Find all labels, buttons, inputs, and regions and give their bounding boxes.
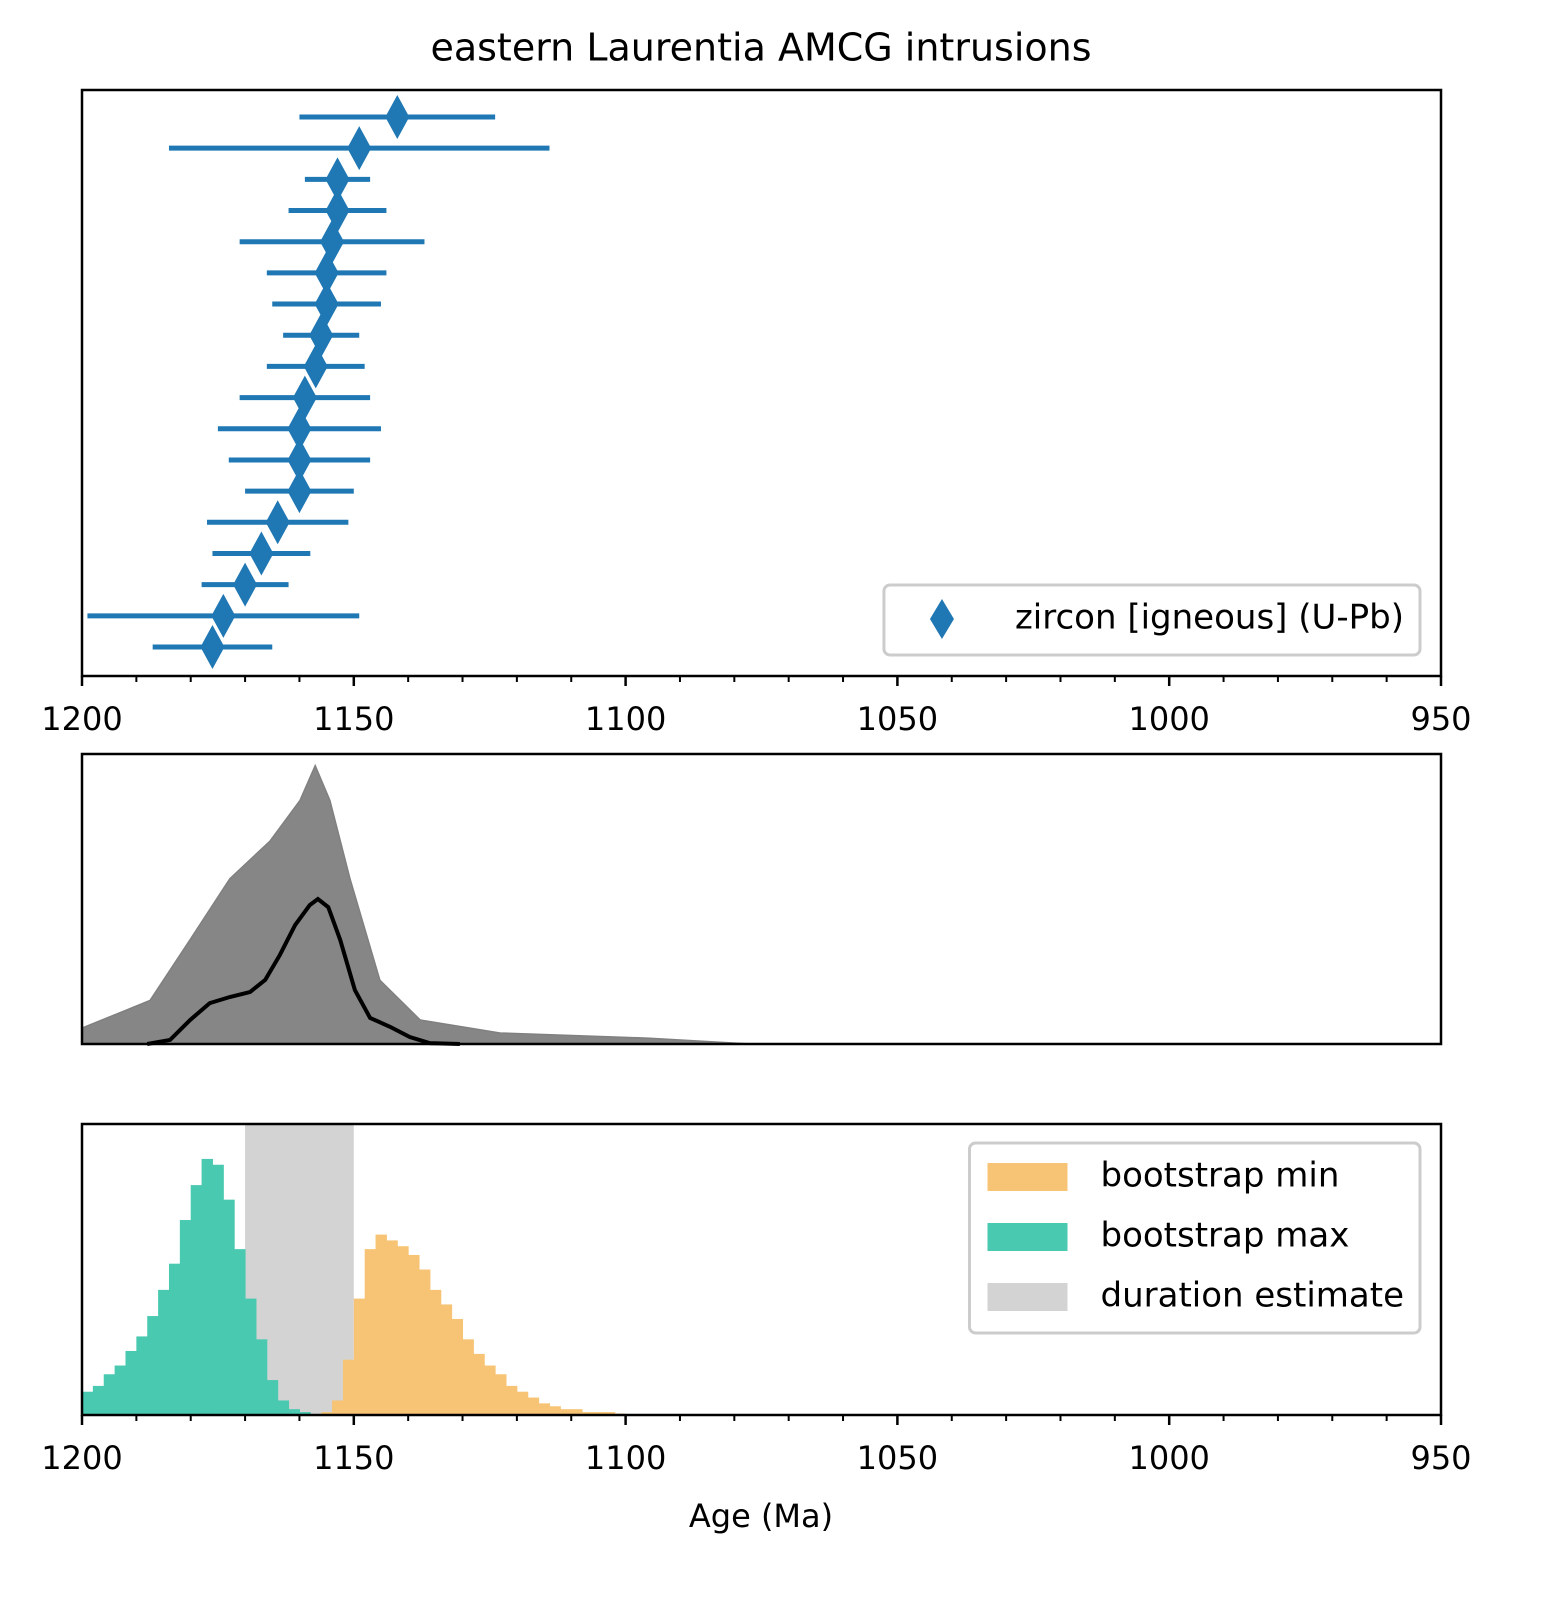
data-point	[200, 625, 225, 669]
histogram-bar	[288, 1409, 300, 1415]
histogram-bar	[147, 1316, 159, 1415]
plot-frame	[80, 752, 1443, 1046]
x-tick-label: 1000	[1128, 1439, 1209, 1477]
data-point	[249, 531, 274, 576]
histogram-bar	[158, 1289, 170, 1415]
legend-swatch	[987, 1283, 1068, 1311]
histogram-bar	[201, 1158, 213, 1415]
histogram-bar	[266, 1380, 279, 1415]
histogram-bar	[321, 1412, 333, 1415]
data-point	[211, 593, 236, 638]
histogram-bar	[560, 1409, 572, 1415]
x-tick-label: 1200	[41, 700, 122, 738]
legend-frame	[968, 1141, 1422, 1335]
histogram-bar	[408, 1254, 420, 1415]
legend: bootstrap min bootstrap max duration estim…	[968, 1141, 1422, 1335]
legend-swatch	[987, 1223, 1068, 1251]
data-point	[265, 500, 290, 545]
x-axis-label: Age (Ma)	[689, 1497, 833, 1535]
histogram-bar	[168, 1263, 181, 1415]
x-tick-label: 1050	[857, 700, 938, 738]
x-tick-label: 1100	[585, 1439, 666, 1477]
histogram-bar	[473, 1353, 485, 1415]
data-point	[287, 437, 312, 482]
histogram-bar	[299, 1412, 311, 1415]
data-point	[314, 250, 339, 295]
histogram-bar	[114, 1365, 126, 1415]
legend-label: bootstrap min	[1101, 1156, 1340, 1196]
data-point	[233, 562, 258, 607]
chart-title: eastern Laurentia AMCG intrusions	[430, 26, 1091, 70]
plot-frame	[80, 1122, 1443, 1417]
legend-label: bootstrap max	[1101, 1216, 1350, 1256]
legend: zircon [igneous] (U-Pb)	[882, 583, 1422, 657]
data-point	[325, 157, 350, 202]
x-tick-label: 1150	[313, 1439, 394, 1477]
histogram-bar	[429, 1289, 442, 1415]
area	[81, 763, 751, 1045]
legend-label: duration estimate	[1101, 1276, 1405, 1316]
histogram-bar	[212, 1164, 224, 1415]
histogram-bar	[179, 1220, 192, 1415]
legend-swatch	[987, 1163, 1068, 1191]
histogram-bar	[582, 1412, 594, 1415]
histogram-bar	[92, 1385, 105, 1415]
histogram-bar	[190, 1185, 203, 1415]
histogram-bar	[103, 1374, 116, 1415]
histogram-bar	[495, 1374, 507, 1415]
histogram-bar	[136, 1336, 148, 1415]
data-point	[287, 469, 312, 514]
histogram-bar	[603, 1412, 616, 1415]
x-tick-label: 1200	[41, 1439, 122, 1477]
histogram-bar	[527, 1397, 540, 1415]
x-tick-label: 1050	[857, 1439, 938, 1477]
histogram-bar	[342, 1359, 355, 1415]
histogram-bar	[484, 1365, 496, 1415]
histogram-bar	[419, 1269, 431, 1415]
data-point	[287, 406, 312, 451]
data-point	[385, 95, 410, 139]
plot-frame	[80, 88, 1443, 678]
histogram-bar	[82, 1391, 94, 1415]
x-tick-label: 950	[1410, 700, 1471, 738]
x-tick-label: 950	[1410, 1439, 1471, 1477]
histogram-bar	[516, 1391, 529, 1415]
legend-frame	[882, 583, 1422, 657]
legend-marker	[929, 599, 954, 639]
histogram-bar	[223, 1199, 235, 1415]
x-tick-label: 1100	[585, 700, 666, 738]
histogram-bar	[125, 1350, 137, 1415]
histogram-bar	[277, 1400, 290, 1415]
histogram-bar	[538, 1403, 550, 1415]
histogram-bar	[462, 1339, 474, 1415]
data-point	[303, 344, 328, 389]
legend-label: zircon [igneous] (U-Pb)	[1015, 598, 1404, 638]
line	[146, 896, 460, 1046]
histogram-bar	[451, 1318, 464, 1415]
histogram-bar	[571, 1409, 583, 1415]
histogram-bar	[375, 1234, 387, 1415]
histogram-bar	[506, 1385, 518, 1415]
histogram-bar	[255, 1339, 268, 1415]
histogram-bar	[549, 1406, 561, 1415]
histogram-bar	[332, 1400, 344, 1415]
histogram-bar	[245, 1298, 257, 1415]
histogram-bar	[353, 1298, 366, 1415]
data-point	[347, 126, 372, 171]
x-tick-label: 1000	[1128, 700, 1209, 738]
x-tick-label: 1150	[313, 700, 394, 738]
histogram-bar	[440, 1304, 453, 1415]
histogram-bar	[364, 1249, 377, 1415]
histogram-bar	[397, 1246, 409, 1415]
histogram-bar	[592, 1412, 605, 1415]
histogram-bar	[386, 1240, 398, 1415]
histogram-bar	[234, 1249, 246, 1415]
